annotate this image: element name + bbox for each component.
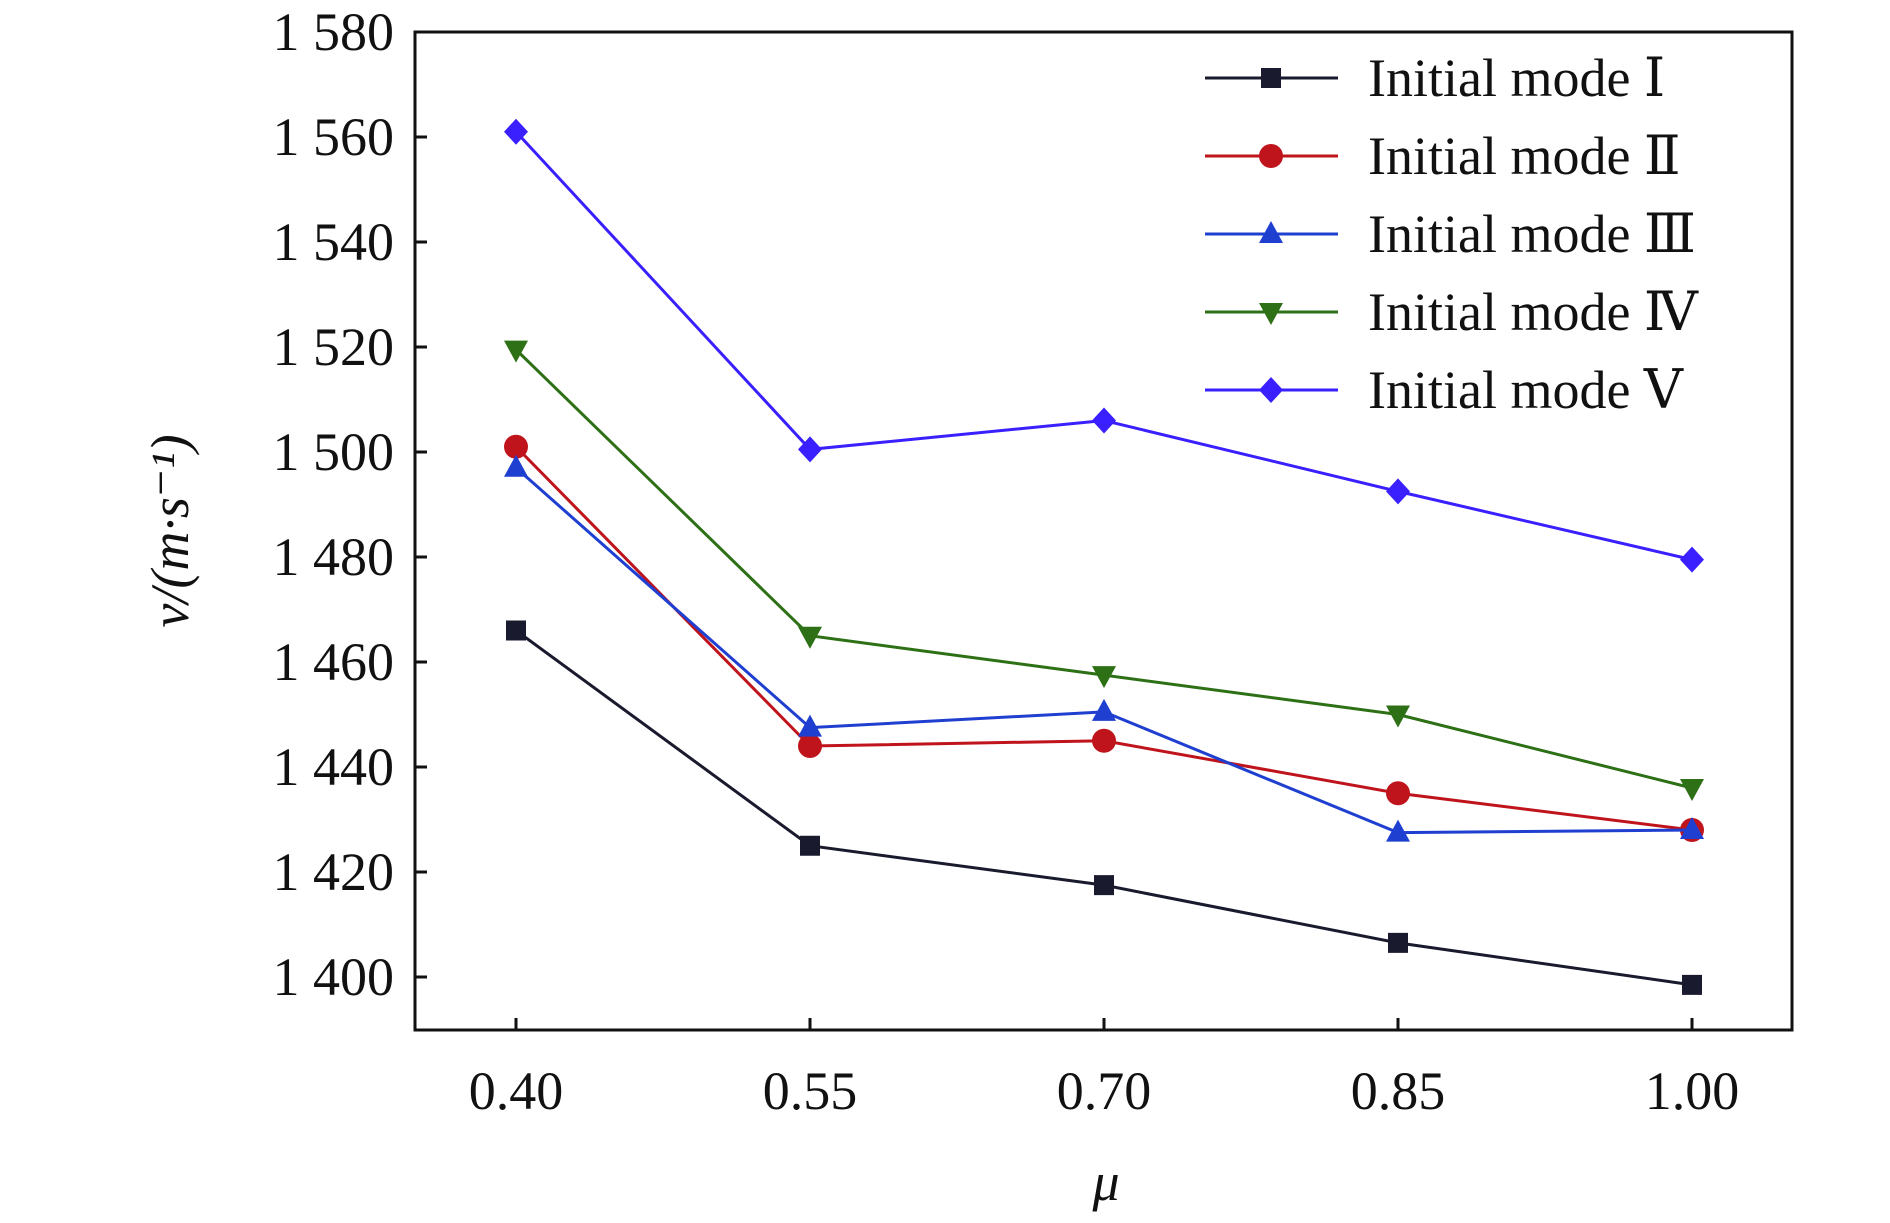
legend-label: Initial mode Ⅴ: [1368, 360, 1684, 420]
data-point: [1682, 974, 1702, 995]
data-point: [506, 620, 526, 641]
legend-item: Initial mode Ⅳ: [1205, 282, 1699, 342]
data-point: [1386, 819, 1410, 842]
data-point: [1092, 666, 1116, 689]
series-line: [514, 130, 1693, 562]
data-point: [1094, 875, 1114, 896]
y-tick-label: 1 400: [273, 947, 395, 1007]
series-1: [506, 620, 1702, 995]
data-point: [504, 454, 528, 477]
data-point: [798, 714, 822, 737]
data-point: [504, 340, 528, 363]
legend-label: Initial mode Ⅲ: [1368, 204, 1696, 264]
data-point: [800, 835, 820, 856]
legend-marker: [1261, 68, 1281, 88]
data-point: [1680, 817, 1704, 839]
data-point: [1386, 781, 1410, 806]
legend-marker: [1259, 303, 1283, 325]
legend-item: Initial mode Ⅴ: [1205, 360, 1684, 420]
series-2: [504, 434, 1704, 842]
y-tick-label: 1 460: [273, 632, 395, 692]
x-tick-label: 0.85: [1351, 1061, 1446, 1121]
y-axis: 1 400 1 420 1 440 1 460 1 480 1 500 1 520 1 540…: [273, 2, 427, 1007]
x-axis: 0.40 0.55 0.70 0.85 1.00: [469, 1018, 1740, 1121]
legend-label: Initial mode Ⅰ: [1368, 48, 1665, 108]
y-tick-label: 1 440: [273, 737, 395, 797]
legend-marker: [1259, 221, 1283, 243]
data-point: [1388, 932, 1408, 953]
data-point: [1680, 546, 1704, 573]
data-point: [504, 118, 528, 145]
y-tick-label: 1 480: [273, 527, 395, 587]
legend-marker: [1259, 144, 1283, 168]
series-3: [504, 454, 1704, 842]
y-tick-label: 1 500: [273, 422, 395, 482]
series-layer: [504, 118, 1704, 995]
legend: Initial mode Ⅰ Initial mode Ⅱ Initial mode…: [1205, 48, 1699, 420]
series-4: [504, 340, 1704, 801]
y-tick-label: 1 580: [273, 2, 395, 62]
data-point: [1092, 728, 1116, 753]
data-point: [1092, 698, 1116, 721]
x-tick-label: 0.40: [469, 1061, 564, 1121]
y-tick-label: 1 520: [273, 317, 395, 377]
data-point: [798, 626, 822, 649]
x-tick-label: 0.70: [1057, 1061, 1152, 1121]
x-axis-title: μ: [1091, 1152, 1119, 1212]
legend-label: Initial mode Ⅱ: [1368, 126, 1681, 186]
data-point: [798, 734, 822, 758]
data-point: [798, 436, 822, 463]
data-point: [1386, 705, 1410, 728]
legend-marker: [1259, 377, 1283, 403]
data-point: [1680, 779, 1704, 801]
x-tick-label: 1.00: [1645, 1061, 1740, 1121]
data-point: [504, 434, 528, 459]
series-5: [504, 118, 1704, 573]
legend-item: Initial mode Ⅰ: [1205, 48, 1665, 108]
y-tick-label: 1 560: [273, 107, 395, 167]
series-line: [514, 445, 1693, 832]
legend-label: Initial mode Ⅳ: [1368, 282, 1699, 342]
data-point: [1386, 478, 1410, 505]
legend-item: Initial mode Ⅱ: [1205, 126, 1681, 186]
y-tick-label: 1 540: [273, 212, 395, 272]
y-tick-label: 1 420: [273, 842, 395, 902]
legend-item: Initial mode Ⅲ: [1205, 204, 1696, 264]
y-axis-title: v/(m·s⁻¹): [140, 434, 200, 627]
x-tick-label: 0.55: [763, 1061, 858, 1121]
data-point: [1092, 407, 1116, 434]
